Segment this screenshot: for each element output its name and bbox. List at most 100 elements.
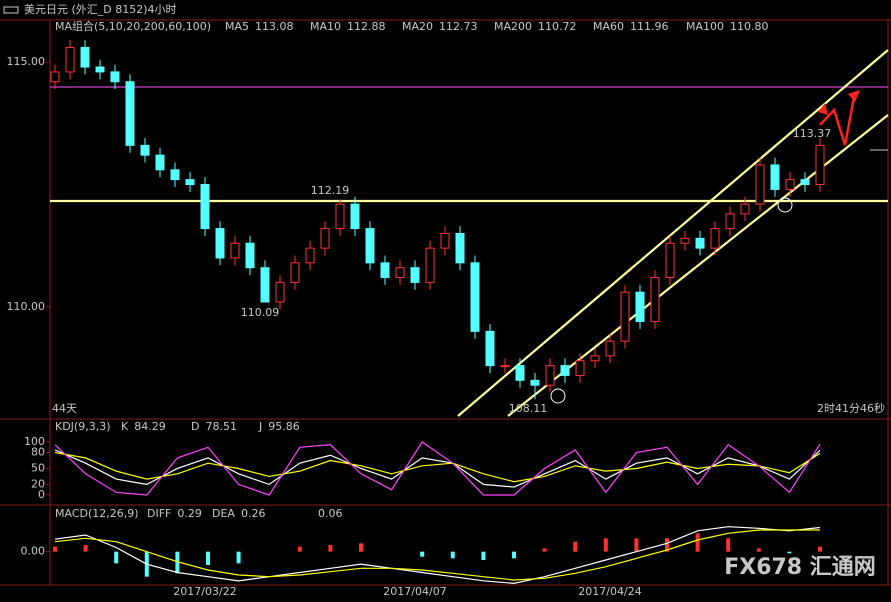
legend-value: 0.26 [241,507,266,520]
window-icon [3,6,19,14]
macd-bar [359,543,363,552]
indicator-line [54,451,821,483]
candle-body [440,232,450,249]
legend-entry: DIFF 0.29 [147,507,202,520]
macd-bar [695,533,700,552]
macd-bar [83,545,88,552]
candle-body [470,262,480,332]
candle-body [395,267,405,279]
candle-body [785,179,795,190]
candle-body [755,164,765,205]
candle-body [620,291,630,342]
legend-value: 113.08 [255,20,294,33]
indicator-line [54,441,821,496]
candle-body [365,228,375,264]
legend-entry: MA5 113.08 [225,20,294,33]
legend-entry: K 84.29 [121,420,166,433]
x-tick-label: 2017/03/22 [173,585,236,598]
legend-name: MA200 [494,20,532,33]
price-annotation: 110.09 [241,306,280,319]
channel-lower [507,114,889,417]
channel-upper [457,49,889,417]
candle-body [410,267,420,283]
y-tick-label: 110.00 [7,300,46,313]
legend-value: 0.29 [177,507,202,520]
candle-body [815,144,825,186]
arrow-head [848,90,860,102]
macd-line [54,526,821,584]
legend-title: KDJ(9,3,3) [55,420,111,433]
indicator-line [54,449,821,488]
candle-body [800,179,810,186]
legend-entry: J 95.86 [258,420,300,433]
candle-body [650,277,660,323]
macd-bar [726,538,731,552]
macd-line [54,529,820,581]
candle-body [500,365,510,368]
candle-body [560,365,570,376]
macd-bar [634,538,639,552]
legend-name: MA60 [593,20,624,33]
candle-body [530,379,540,386]
macd-bar [297,546,302,552]
circle-marker [777,197,793,213]
legend-name: MA10 [310,20,341,33]
candle-body [305,247,315,264]
candle-body [170,169,180,181]
candle-body [65,46,75,73]
candle-body [335,203,345,230]
macd-bar [206,551,210,565]
candle-body [665,242,675,279]
candle-body [110,71,120,83]
candle-body [140,144,150,156]
legend-entry: MA100 110.80 [686,20,769,33]
right-note: 2时41分46秒 [817,401,885,415]
legend-entry: MA60 111.96 [593,20,669,33]
candle-body [260,267,270,303]
legend-title: MACD(12,26,9) [55,507,139,520]
macd-bar [787,551,792,554]
candle-body [80,46,90,68]
legend-entry: D 78.51 [191,420,237,433]
y-tick-label: 0 [38,488,45,501]
window-title: 美元日元 (外汇_D 8152)4小时 [24,3,177,16]
candle-body [590,355,600,362]
legend-title: MA组合(5,10,20,200,60,100) [55,19,211,33]
legend-name: DIFF [147,507,171,520]
candle-body [680,237,690,244]
macd-bar [420,551,425,557]
legend-value: 111.96 [630,20,669,33]
legend-value: 112.73 [439,20,478,33]
legend-entry: MA200 110.72 [494,20,577,33]
candle-body [95,66,105,73]
macd-bar [450,551,455,559]
macd-bar [665,538,669,552]
legend-name: MA100 [686,20,724,33]
candle-body [380,262,390,279]
candle-body [545,365,555,386]
x-tick-label: 2017/04/07 [383,585,446,598]
macd-bar [328,545,333,552]
candle-body [740,203,750,215]
candle-body [575,360,585,376]
frame [0,19,891,586]
forecast-arrow [819,91,857,146]
candle-body [770,164,780,190]
macd-bar [512,551,516,559]
price-annotation: 113.37 [793,127,832,140]
candle-body [290,262,300,283]
candle-body [515,365,525,381]
y-tick-label: 115.00 [7,55,46,68]
candle-body [695,237,705,249]
legend-value: 112.88 [347,20,386,33]
circle-marker [550,388,566,404]
macd-bar [603,538,608,552]
candle-body [230,242,240,259]
legend-value: 110.72 [538,20,577,33]
legend-value: 95.86 [268,420,300,433]
macd-bar [481,551,486,560]
candle-body [125,81,135,146]
price-annotation: 112.19 [311,184,350,197]
legend-value: 78.51 [205,420,237,433]
candle-body [425,247,435,283]
